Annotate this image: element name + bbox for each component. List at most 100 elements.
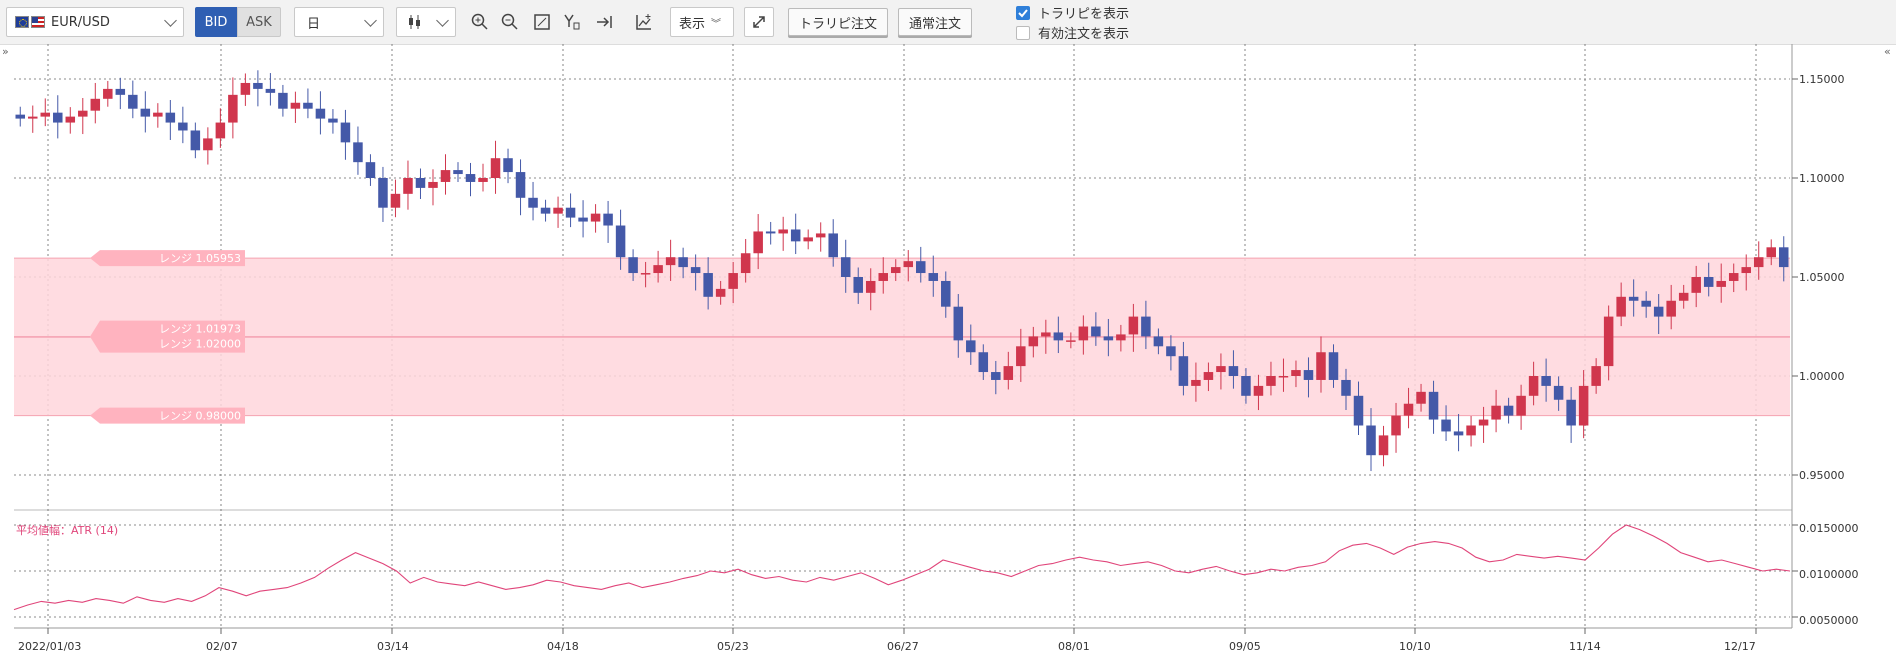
candle-body bbox=[1703, 277, 1714, 287]
x-tick-label: 08/01 bbox=[1058, 640, 1090, 653]
candle-body bbox=[665, 257, 676, 266]
candle-body bbox=[1428, 391, 1439, 420]
candle-body bbox=[703, 273, 713, 297]
zoom-out-icon[interactable] bbox=[496, 7, 524, 37]
candle-body bbox=[1716, 280, 1726, 287]
candle-body bbox=[1516, 395, 1526, 416]
collapse-left-icon[interactable]: » bbox=[2, 45, 9, 58]
candle-body bbox=[1478, 419, 1489, 426]
candle-body bbox=[1353, 395, 1364, 426]
expand-button[interactable] bbox=[744, 7, 774, 37]
candle-body bbox=[278, 92, 288, 109]
candle-body bbox=[1728, 273, 1739, 281]
candle-body bbox=[140, 108, 151, 117]
normal-order-button[interactable]: 通常注文 bbox=[898, 8, 972, 36]
bid-ask-toggle: BID ASK bbox=[195, 7, 281, 37]
candle-body bbox=[1266, 376, 1276, 386]
candle-body bbox=[190, 130, 201, 151]
us-flag-icon bbox=[31, 16, 45, 28]
candle-body bbox=[1553, 385, 1564, 400]
candle-body bbox=[953, 306, 964, 341]
show-trarip-checkbox[interactable]: トラリピを表示 bbox=[1016, 3, 1129, 22]
show-trarip-label: トラリピを表示 bbox=[1038, 7, 1130, 22]
trarip-order-button[interactable]: トラリピ注文 bbox=[788, 8, 888, 36]
x-tick-label: 03/14 bbox=[377, 640, 409, 653]
candle-body bbox=[265, 88, 276, 93]
candle-body bbox=[1316, 352, 1326, 380]
candle-body bbox=[628, 257, 638, 274]
candlestick-icon bbox=[409, 15, 420, 29]
candle-body bbox=[790, 229, 801, 242]
candle-body bbox=[1228, 366, 1239, 376]
candle-body bbox=[878, 273, 888, 281]
candle-body bbox=[916, 261, 926, 274]
candle-body bbox=[1616, 296, 1626, 317]
ask-button[interactable]: ASK bbox=[237, 7, 281, 37]
atr-series bbox=[13, 524, 1791, 611]
candle-body bbox=[1191, 379, 1201, 386]
display-menu[interactable]: 表示 ︾ bbox=[670, 7, 734, 37]
candle-body bbox=[515, 172, 526, 198]
chart-area[interactable]: レンジ 1.05953 レンジ 1.01973 レンジ 1.02000 レンジ 0.9… bbox=[0, 44, 1896, 656]
candle-body bbox=[565, 207, 576, 218]
candle-body bbox=[40, 112, 51, 117]
candle-body bbox=[753, 231, 763, 254]
x-tick-label: 04/18 bbox=[547, 640, 579, 653]
currency-pair-select[interactable]: EUR/USD bbox=[6, 7, 184, 37]
candle-body bbox=[1491, 405, 1501, 420]
fit-icon[interactable] bbox=[528, 7, 556, 37]
indicator-icon[interactable] bbox=[630, 7, 658, 37]
candle-body bbox=[1778, 247, 1789, 268]
chart-type-select[interactable] bbox=[396, 7, 456, 37]
scroll-end-icon[interactable] bbox=[590, 7, 618, 37]
y-tick-label: 0.0050000 bbox=[1799, 614, 1859, 627]
show-valid-orders-checkbox[interactable]: 有効注文を表示 bbox=[1016, 23, 1129, 42]
x-tick-label: 10/10 bbox=[1399, 640, 1431, 653]
candle-body bbox=[1128, 316, 1139, 335]
x-tick-label: 09/05 bbox=[1229, 640, 1261, 653]
x-tick-label: 11/14 bbox=[1569, 640, 1601, 653]
collapse-right-icon[interactable]: « bbox=[1884, 45, 1891, 58]
period-select[interactable]: 日 bbox=[294, 7, 384, 37]
candle-body bbox=[165, 112, 176, 123]
atr-title: 平均値幅：ATR (14) bbox=[16, 524, 118, 537]
candle-body bbox=[1291, 370, 1301, 376]
range-label-flag bbox=[90, 250, 245, 267]
candle-body bbox=[966, 340, 976, 353]
candle-body bbox=[1041, 332, 1051, 337]
candle-body bbox=[1416, 391, 1426, 404]
range-label-text: レンジ 1.05953 bbox=[159, 252, 241, 265]
candle-body bbox=[991, 372, 1001, 380]
range-label-text: レンジ 1.02000 bbox=[159, 338, 241, 351]
candle-body bbox=[578, 217, 588, 222]
candle-body bbox=[353, 142, 363, 163]
draw-tool-icon[interactable] bbox=[558, 7, 586, 37]
chevron-down-icon bbox=[164, 14, 177, 27]
candle-body bbox=[540, 207, 551, 214]
bid-button[interactable]: BID bbox=[195, 7, 237, 37]
candle-body bbox=[453, 170, 463, 175]
candle-body bbox=[303, 102, 313, 109]
zoom-in-icon[interactable] bbox=[466, 7, 494, 37]
candle-body bbox=[640, 273, 651, 275]
candle-body bbox=[1741, 267, 1751, 274]
candle-body bbox=[15, 114, 26, 119]
candle-body bbox=[840, 257, 851, 277]
candle-body bbox=[890, 267, 901, 274]
candle-body bbox=[1178, 356, 1189, 386]
candle-body bbox=[1653, 306, 1664, 317]
candle-body bbox=[1053, 332, 1064, 341]
candle-body bbox=[1591, 366, 1601, 386]
candle-body bbox=[778, 229, 788, 234]
y-tick-label: 0.0100000 bbox=[1799, 568, 1859, 581]
candle-body bbox=[215, 122, 226, 139]
candle-body bbox=[178, 122, 188, 131]
period-label: 日 bbox=[307, 16, 321, 32]
eu-flag-icon bbox=[15, 16, 29, 28]
candle-body bbox=[203, 138, 213, 151]
candle-body bbox=[78, 110, 88, 117]
y-tick-label: 1.00000 bbox=[1799, 370, 1845, 383]
display-menu-label: 表示 bbox=[679, 16, 706, 32]
range-labels: レンジ 1.05953 レンジ 1.01973 レンジ 1.02000 レンジ 0.9… bbox=[90, 250, 245, 424]
candle-body bbox=[978, 352, 989, 373]
